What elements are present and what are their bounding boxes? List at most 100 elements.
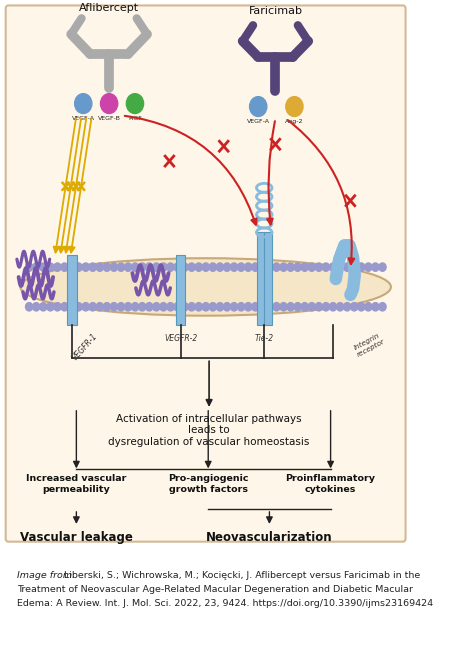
Circle shape: [110, 302, 118, 311]
Circle shape: [266, 263, 273, 271]
Text: VEGFR-1: VEGFR-1: [70, 332, 99, 362]
Circle shape: [252, 302, 259, 311]
Circle shape: [146, 263, 153, 271]
Circle shape: [216, 263, 224, 271]
Circle shape: [344, 263, 351, 271]
Circle shape: [118, 302, 125, 311]
Circle shape: [181, 263, 188, 271]
Circle shape: [294, 263, 301, 271]
Circle shape: [202, 263, 210, 271]
Text: VEGF-A: VEGF-A: [246, 119, 270, 125]
Circle shape: [174, 302, 181, 311]
Circle shape: [195, 302, 202, 311]
Bar: [67, 255, 77, 325]
Circle shape: [26, 263, 33, 271]
Circle shape: [266, 302, 273, 311]
Circle shape: [153, 263, 160, 271]
Circle shape: [209, 302, 217, 311]
Text: VEGF-B: VEGF-B: [98, 117, 120, 121]
Circle shape: [301, 263, 309, 271]
Text: Aflibercept: Aflibercept: [79, 3, 139, 13]
Circle shape: [146, 302, 153, 311]
Circle shape: [322, 302, 329, 311]
Circle shape: [138, 302, 146, 311]
Circle shape: [372, 302, 379, 311]
Circle shape: [174, 263, 181, 271]
Circle shape: [61, 263, 68, 271]
Text: Activation of intracellular pathways
leads to
dysregulation of vascular homeosta: Activation of intracellular pathways lea…: [109, 414, 310, 447]
Circle shape: [188, 302, 195, 311]
Circle shape: [75, 302, 82, 311]
Text: VEGF-A: VEGF-A: [72, 117, 95, 121]
Circle shape: [259, 263, 266, 271]
Text: Ang-2: Ang-2: [285, 119, 304, 125]
Circle shape: [131, 302, 139, 311]
Circle shape: [125, 263, 132, 271]
Circle shape: [209, 263, 217, 271]
Circle shape: [26, 302, 33, 311]
Circle shape: [54, 263, 61, 271]
Circle shape: [351, 263, 358, 271]
Circle shape: [379, 302, 386, 311]
Circle shape: [103, 302, 110, 311]
Text: Liberski, S.; Wichrowska, M.; Kocięcki, J. Aflibercept versus Faricimab in the: Liberski, S.; Wichrowska, M.; Kocięcki, …: [61, 572, 420, 580]
Circle shape: [273, 263, 280, 271]
FancyBboxPatch shape: [6, 5, 406, 542]
Circle shape: [351, 302, 358, 311]
Circle shape: [379, 263, 386, 271]
Ellipse shape: [20, 258, 391, 316]
Circle shape: [237, 302, 245, 311]
Circle shape: [237, 263, 245, 271]
Circle shape: [315, 302, 322, 311]
Circle shape: [252, 263, 259, 271]
Circle shape: [365, 302, 372, 311]
Text: Neovascularization: Neovascularization: [206, 531, 333, 544]
Circle shape: [358, 302, 365, 311]
Circle shape: [365, 263, 372, 271]
Circle shape: [40, 302, 47, 311]
Circle shape: [82, 263, 89, 271]
Circle shape: [54, 302, 61, 311]
Circle shape: [110, 263, 118, 271]
Circle shape: [96, 263, 103, 271]
Circle shape: [273, 302, 280, 311]
Circle shape: [286, 97, 303, 117]
Circle shape: [47, 263, 54, 271]
Circle shape: [259, 302, 266, 311]
Circle shape: [47, 302, 54, 311]
Circle shape: [33, 302, 40, 311]
Circle shape: [280, 302, 287, 311]
Circle shape: [167, 263, 174, 271]
Circle shape: [61, 302, 68, 311]
Circle shape: [329, 263, 337, 271]
Circle shape: [287, 263, 294, 271]
Text: Image from:: Image from:: [17, 572, 75, 580]
Circle shape: [329, 302, 337, 311]
Circle shape: [33, 263, 40, 271]
Text: Edema: A Review. Int. J. Mol. Sci. 2022, 23, 9424. https://doi.org/10.3390/ijms2: Edema: A Review. Int. J. Mol. Sci. 2022,…: [17, 599, 433, 608]
Bar: [176, 255, 185, 325]
Circle shape: [301, 302, 309, 311]
Text: PlGF: PlGF: [128, 117, 142, 121]
Circle shape: [280, 263, 287, 271]
Circle shape: [245, 302, 252, 311]
Circle shape: [100, 93, 118, 113]
Bar: [257, 233, 264, 325]
Circle shape: [75, 263, 82, 271]
Circle shape: [138, 263, 146, 271]
Circle shape: [337, 263, 344, 271]
Circle shape: [127, 93, 144, 113]
Circle shape: [223, 263, 231, 271]
Text: Pro-angiogenic
growth factors: Pro-angiogenic growth factors: [168, 474, 248, 494]
Circle shape: [153, 302, 160, 311]
Circle shape: [287, 302, 294, 311]
Circle shape: [216, 302, 224, 311]
Circle shape: [188, 263, 195, 271]
Circle shape: [68, 302, 75, 311]
Text: Integrin
receptor: Integrin receptor: [353, 332, 386, 358]
Text: Treatment of Neovascular Age-Related Macular Degeneration and Diabetic Macular: Treatment of Neovascular Age-Related Mac…: [17, 585, 413, 594]
Circle shape: [74, 93, 92, 113]
Text: Tie-2: Tie-2: [255, 333, 274, 343]
Text: Proinflammatory
cytokines: Proinflammatory cytokines: [286, 474, 375, 494]
Circle shape: [195, 263, 202, 271]
